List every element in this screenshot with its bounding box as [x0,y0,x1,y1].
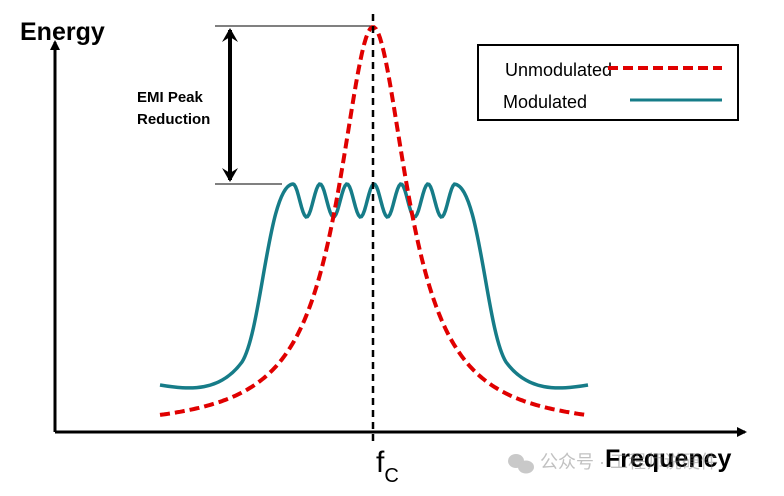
x-axis-label: Frequency [605,445,732,473]
center-frequency-label: fC [376,446,399,487]
annotation-line2: Reduction [137,111,210,128]
fc-f: f [376,446,385,479]
wechat-icon [508,454,534,474]
fc-subscript: C [384,465,398,487]
watermark-text: 公众号 · 工程师说硬件 [540,452,718,472]
y-axis-label: Energy [20,18,105,46]
annotation-line1: EMI Peak [137,89,204,106]
modulated-curve [159,182,589,390]
legend-box [477,44,739,121]
watermark: 公众号 · 工程师说硬件 [508,452,718,474]
legend-label-modulated: Modulated [503,92,587,112]
legend-label-unmodulated: Unmodulated [505,60,612,80]
